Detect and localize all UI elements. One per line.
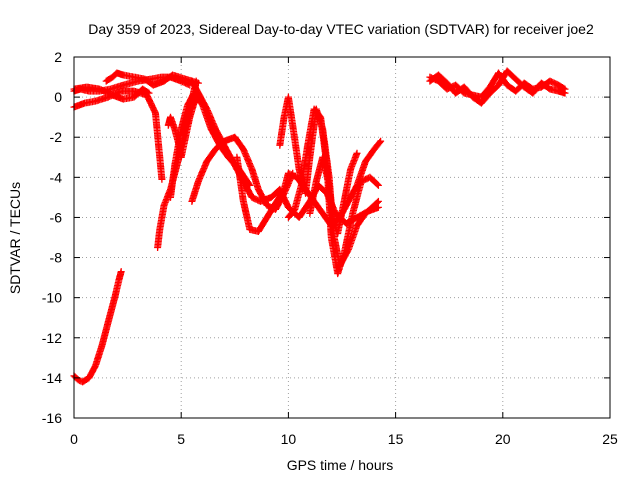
- y-tick-label: -16: [42, 410, 62, 426]
- x-tick-label: 25: [602, 431, 618, 447]
- x-tick-label: 10: [281, 431, 297, 447]
- chart-title: Day 359 of 2023, Sidereal Day-to-day VTE…: [88, 21, 594, 37]
- y-tick-label: -8: [50, 250, 63, 266]
- y-tick-label: 2: [54, 49, 62, 65]
- series-track-b: [70, 87, 166, 183]
- x-tick-label: 5: [177, 431, 185, 447]
- series-track-d: [102, 69, 202, 89]
- data-marker-trail: [102, 69, 202, 89]
- data-marker-trail: [70, 87, 166, 183]
- y-tick-label: -4: [50, 169, 63, 185]
- series-track-n: [306, 149, 361, 237]
- x-tick-label: 15: [388, 431, 404, 447]
- x-axis-label: GPS time / hours: [287, 457, 394, 473]
- y-tick-label: -12: [42, 330, 62, 346]
- y-axis-label: SDTVAR / TECUs: [7, 182, 23, 294]
- data-marker-trail: [70, 268, 125, 386]
- x-tick-label: 0: [70, 431, 78, 447]
- plot-frame: [73, 56, 611, 419]
- data-marker-trail: [306, 149, 361, 237]
- y-tick-label: -6: [50, 209, 63, 225]
- x-tick-label: 20: [495, 431, 511, 447]
- series-track-p: [426, 67, 569, 107]
- y-tick-label: -14: [42, 370, 62, 386]
- data-marker-trail: [426, 67, 569, 107]
- y-tick-label: -10: [42, 290, 62, 306]
- data-points: [70, 67, 569, 386]
- y-tick-label: -2: [50, 129, 63, 145]
- y-tick-label: 0: [54, 89, 62, 105]
- series-track-e: [70, 268, 125, 386]
